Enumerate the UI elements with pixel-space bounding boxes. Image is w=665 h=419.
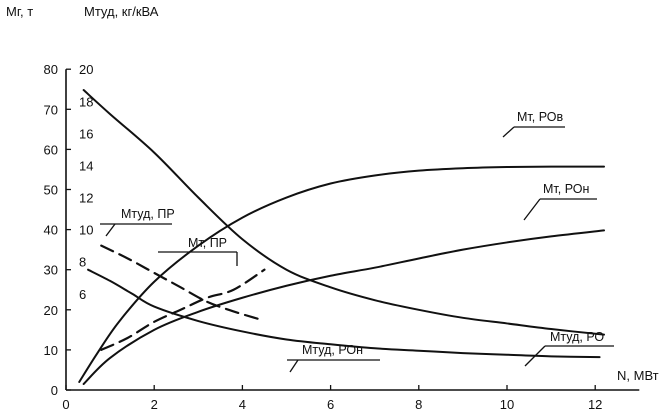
series-label-мтуд-рон: Мтуд, РОн [302, 343, 363, 357]
y-right-tick-label: 8 [79, 255, 86, 270]
y-left-tick-label: 40 [44, 223, 58, 238]
x-axis-title: N, МВт [617, 368, 659, 383]
callout-pointer-мт-ров [502, 126, 515, 138]
series-label-мт-рон: Мт, РОн [543, 182, 589, 196]
x-tick-label: 0 [62, 397, 69, 412]
x-tick-label: 10 [500, 397, 514, 412]
y-right-tick-label: 6 [79, 287, 86, 302]
y-right-tick-label: 10 [79, 223, 93, 238]
series-line-мт-рон [82, 229, 606, 385]
y-left-tick-label: 50 [44, 183, 58, 198]
callout-pointer-мтуд-пр [105, 223, 116, 237]
y-left-tick-label: 30 [44, 263, 58, 278]
y-right-axis-title: Мтуд, кг/кВА [84, 4, 159, 19]
series-label-мт-ров: Мт, РОв [517, 110, 563, 124]
y-right-tick-label: 16 [79, 126, 93, 141]
x-tick-label: 4 [239, 397, 246, 412]
series-line-мтуд-рон [87, 268, 601, 359]
y-right-tick-label: 12 [79, 191, 93, 206]
series-line-мт-ров [78, 165, 606, 383]
x-tick-label: 12 [588, 397, 602, 412]
y-left-tick-label: 10 [44, 343, 58, 358]
callout-pointer-мт-рон [523, 198, 541, 221]
series-layer [78, 89, 606, 385]
callout-pointer-мтуд-ро [524, 345, 546, 367]
y-left-tick-label: 0 [51, 383, 58, 398]
y-right-tick-label: 20 [79, 62, 93, 77]
y-left-axis-title: Мг, т [6, 4, 33, 19]
series-label-мт-пр: Мт, ПР [188, 236, 227, 250]
series-line-мтуд-ро [82, 89, 606, 336]
x-tick-label: 6 [327, 397, 334, 412]
y-left-tick-label: 60 [44, 142, 58, 157]
x-tick-label: 2 [151, 397, 158, 412]
y-left-tick-label: 80 [44, 62, 58, 77]
y-right-tick-label: 18 [79, 94, 93, 109]
series-line-мтуд-пр [100, 244, 262, 321]
callout-pointer-мтуд-рон [289, 359, 299, 373]
series-label-мтуд-ро: Мтуд, РО [550, 330, 604, 344]
axes-layer: 0 10 20 30 40 50 60 70 80 6 8 10 12 14 16 18 20 0 2 4 6 8 10 12… [6, 4, 659, 412]
y-left-tick-label: 70 [44, 102, 58, 117]
y-left-tick-label: 20 [44, 303, 58, 318]
x-tick-label: 8 [415, 397, 422, 412]
series-line-мт-пр [100, 268, 266, 351]
y-right-tick-label: 14 [79, 158, 93, 173]
label-layer: Мт, РОв Мт, РОн Мт, ПР Мтуд, ПР Мтуд, РО Мтуд… [100, 110, 614, 373]
series-label-мтуд-пр: Мтуд, ПР [121, 207, 175, 221]
